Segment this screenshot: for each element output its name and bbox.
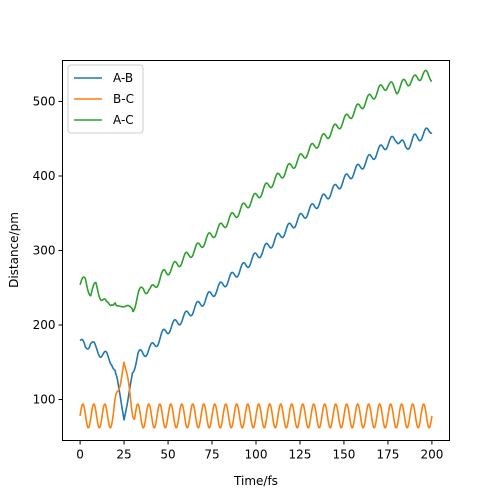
series-line-a-c xyxy=(79,69,433,313)
y-tick-label: 100 xyxy=(33,393,56,407)
plot-lines xyxy=(79,69,433,429)
y-axis-label: Distance/pm xyxy=(7,212,21,288)
y-tick-label: 500 xyxy=(33,94,56,108)
y-axis-ticks: 100 200 300 400 500 xyxy=(33,94,63,407)
x-tick-label: 50 xyxy=(160,448,175,462)
x-tick-label: 175 xyxy=(376,448,399,462)
series-line-b-c xyxy=(79,361,433,429)
legend-label-a-b: A-B xyxy=(113,71,133,85)
legend: A-B B-C A-C xyxy=(67,64,144,134)
y-tick-label: 300 xyxy=(33,244,56,258)
x-tick-label: 125 xyxy=(289,448,312,462)
x-tick-label: 0 xyxy=(76,448,84,462)
x-tick-label: 100 xyxy=(245,448,268,462)
y-tick-label: 200 xyxy=(33,318,56,332)
x-axis-ticks: 0 25 50 75 100 125 150 175 200 xyxy=(76,440,443,462)
x-tick-label: 25 xyxy=(116,448,131,462)
x-tick-label: 75 xyxy=(204,448,219,462)
x-tick-label: 150 xyxy=(333,448,356,462)
x-tick-label: 200 xyxy=(420,448,443,462)
x-axis-label: Time/fs xyxy=(233,474,278,488)
legend-label-b-c: B-C xyxy=(113,92,134,106)
y-tick-label: 400 xyxy=(33,169,56,183)
series-line-a-b xyxy=(79,127,433,421)
legend-box xyxy=(67,64,144,134)
legend-label-a-c: A-C xyxy=(113,113,134,127)
